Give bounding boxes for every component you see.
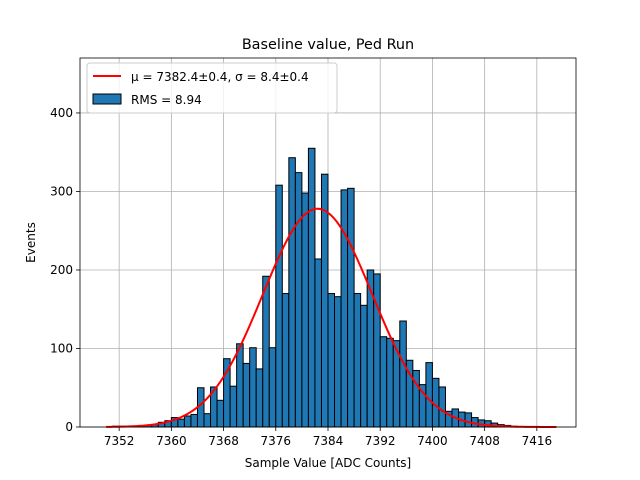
x-tick-label: 7400 xyxy=(417,434,448,448)
histogram-bar xyxy=(314,258,322,428)
x-axis-label: Sample Value [ADC Counts] xyxy=(245,456,411,470)
histogram-bar xyxy=(262,275,270,428)
histogram-bar xyxy=(255,368,264,428)
legend-label-fit: μ = 7382.4±0.4, σ = 8.4±0.4 xyxy=(131,70,309,84)
histogram-bar xyxy=(307,147,316,428)
histogram-bar xyxy=(177,418,185,428)
histogram-bar xyxy=(183,415,192,428)
gaussian-fit-line xyxy=(106,207,557,428)
histogram-bar xyxy=(268,347,277,428)
x-axis-ticks: 7352 7360 7368 7376 7384 7392 7400 7408 7416 xyxy=(104,427,552,448)
legend-label-rms: RMS = 8.94 xyxy=(131,93,202,107)
histogram-bar xyxy=(379,336,388,428)
histogram-bar xyxy=(190,413,198,428)
x-tick-label: 7416 xyxy=(522,434,553,448)
y-tick-label: 300 xyxy=(50,184,73,198)
y-tick-label: 100 xyxy=(50,341,73,355)
x-tick-label: 7368 xyxy=(208,434,239,448)
legend: μ = 7382.4±0.4, σ = 8.4±0.4 RMS = 8.94 xyxy=(86,62,338,114)
x-tick-label: 7392 xyxy=(365,434,396,448)
y-axis-label: Events xyxy=(24,222,38,263)
histogram-bar xyxy=(294,172,303,428)
histogram-bar xyxy=(438,386,446,428)
histogram-bar xyxy=(360,304,368,428)
histogram-bar xyxy=(301,192,309,428)
x-tick-label: 7352 xyxy=(104,434,135,448)
histogram-bar xyxy=(236,343,244,428)
chart-title: Baseline value, Ped Run xyxy=(242,37,414,53)
histogram-bar xyxy=(216,399,225,428)
histogram-bar xyxy=(373,273,381,428)
histogram-bar xyxy=(242,362,251,428)
histogram-bar xyxy=(340,189,349,428)
histogram-bar xyxy=(249,347,257,428)
y-tick-label: 400 xyxy=(50,106,73,120)
x-tick-label: 7376 xyxy=(261,434,292,448)
y-tick-label: 0 xyxy=(65,420,73,434)
histogram-bar xyxy=(229,385,238,428)
histogram-bar xyxy=(327,293,336,428)
histogram-bars xyxy=(112,147,518,428)
y-axis-ticks: 0 100 200 300 400 xyxy=(50,106,80,434)
histogram-bar xyxy=(353,293,362,428)
histogram-bar xyxy=(203,413,212,428)
histogram-bar xyxy=(275,184,283,428)
histogram-bar xyxy=(288,157,296,428)
histogram-bar xyxy=(281,293,290,428)
histogram-bar xyxy=(464,412,473,428)
legend-box xyxy=(86,62,338,114)
histogram-bar xyxy=(334,296,342,428)
histogram-bar xyxy=(386,337,394,428)
x-tick-label: 7408 xyxy=(469,434,500,448)
legend-swatch-rms xyxy=(92,93,122,105)
x-tick-label: 7360 xyxy=(156,434,187,448)
histogram-bar xyxy=(425,362,433,428)
histogram-bar xyxy=(347,187,355,428)
histogram-bar xyxy=(399,320,407,428)
y-tick-label: 200 xyxy=(50,263,73,277)
x-tick-label: 7384 xyxy=(313,434,344,448)
